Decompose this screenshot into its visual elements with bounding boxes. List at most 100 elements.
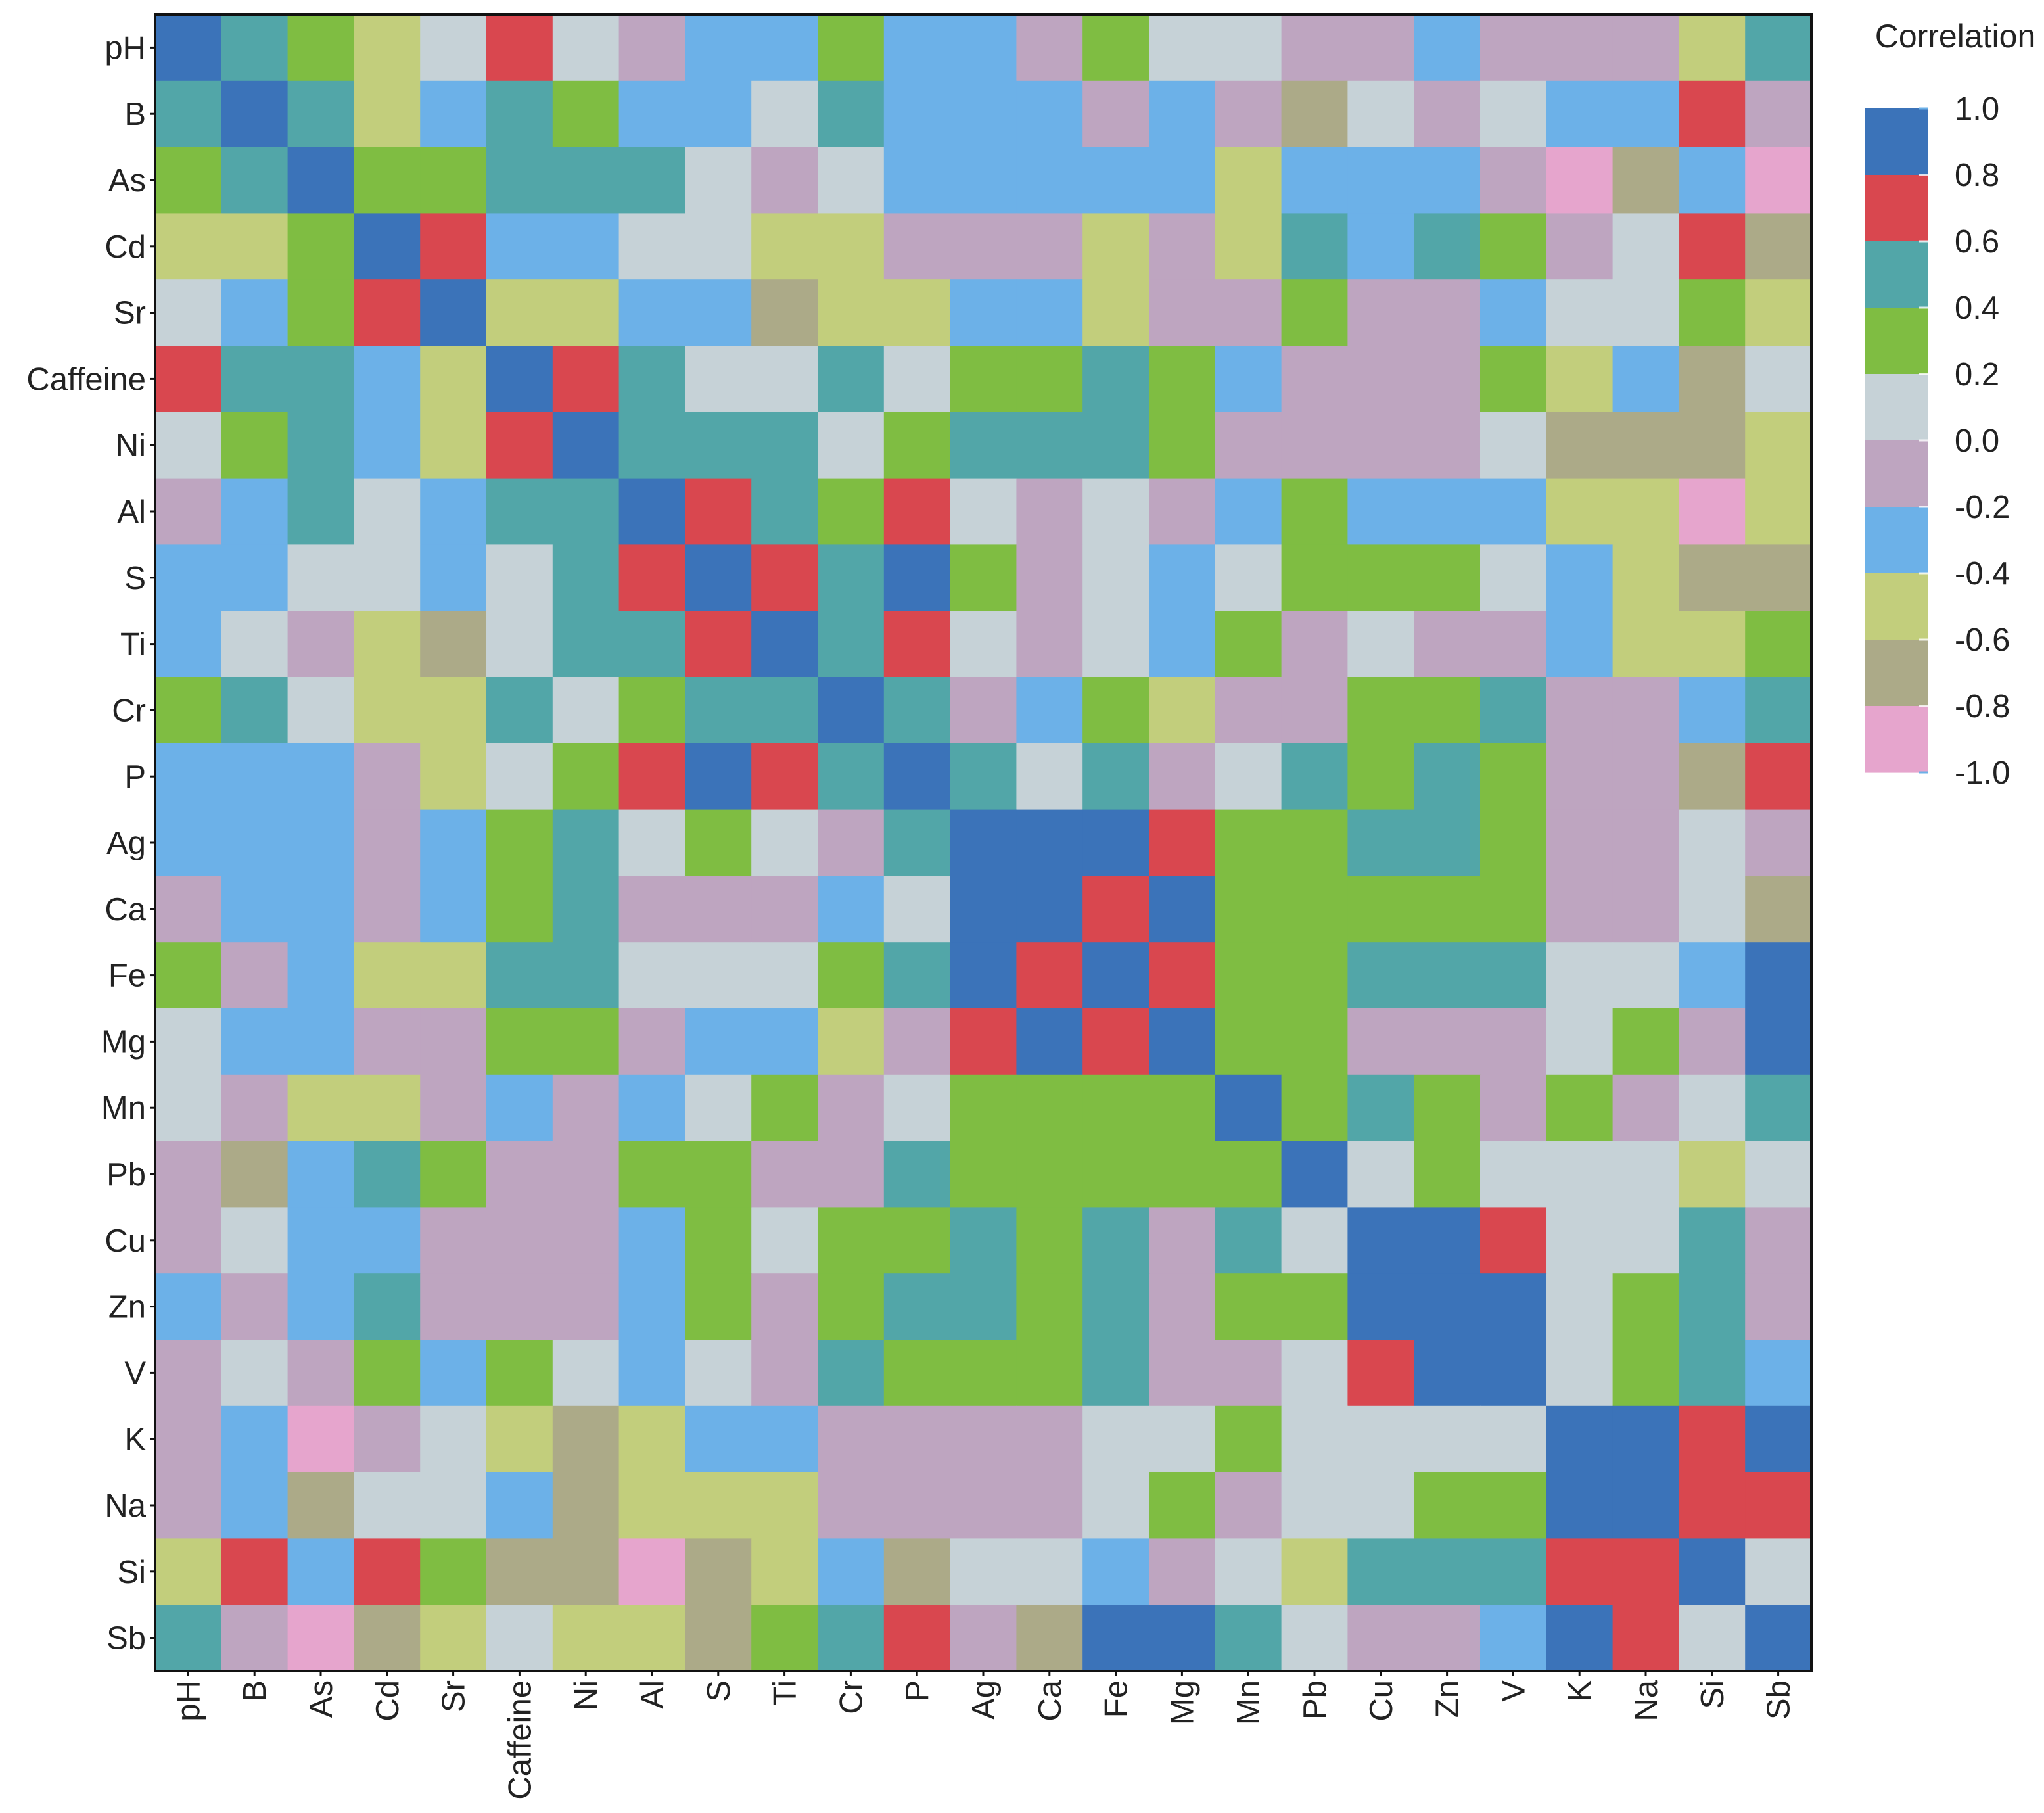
- heatmap-cell-V-Al: [618, 1340, 685, 1407]
- heatmap-cell-Mg-Na: [1612, 1008, 1679, 1075]
- heatmap-cell-Mn-Pb: [1281, 1074, 1348, 1142]
- x-tick-label-P: P: [900, 1680, 935, 1702]
- heatmap-cell-V-Ag: [950, 1340, 1017, 1407]
- colorbar-tick-label: -0.6: [1955, 623, 2010, 658]
- heatmap-cell-Mn-Fe: [1082, 1074, 1150, 1142]
- y-tick-label-P: P: [124, 759, 146, 795]
- heatmap-cell-P-Ag: [950, 743, 1017, 811]
- heatmap-cell-Mn-Zn: [1414, 1074, 1481, 1142]
- heatmap-cell-S-Mn: [1215, 544, 1282, 611]
- heatmap-cell-Ca-P: [883, 876, 951, 943]
- heatmap-cell-Caffeine-Pb: [1281, 346, 1348, 413]
- heatmap-cell-B-K: [1546, 80, 1614, 148]
- heatmap-cell-Ag-Ca: [1016, 809, 1083, 876]
- heatmap-cell-Sb-S: [685, 1605, 752, 1672]
- heatmap-cell-P-K: [1546, 743, 1614, 811]
- heatmap-cell-As-Zn: [1414, 147, 1481, 214]
- heatmap-cell-Fe-Na: [1612, 942, 1679, 1009]
- heatmap-cell-K-As: [287, 1405, 354, 1473]
- heatmap-cell-Mg-Al: [618, 1008, 685, 1075]
- heatmap-cell-Sr-K: [1546, 279, 1614, 346]
- heatmap-cell-Zn-Ag: [950, 1273, 1017, 1340]
- heatmap-cell-Al-Ag: [950, 478, 1017, 545]
- heatmap-cell-S-Ti: [751, 544, 818, 611]
- heatmap-cell-Si-Na: [1612, 1538, 1679, 1605]
- heatmap-cell-P-Fe: [1082, 743, 1150, 811]
- heatmap-cell-Fe-Al: [618, 942, 685, 1009]
- heatmap-cell-Ni-Fe: [1082, 412, 1150, 479]
- heatmap-cell-Fe-Cu: [1347, 942, 1414, 1009]
- heatmap-cell-Mg-Ca: [1016, 1008, 1083, 1075]
- colorbar-bin-6: [1865, 507, 1928, 574]
- heatmap-cell-Sb-Si: [1679, 1605, 1746, 1672]
- heatmap-cell-Na-Caffeine: [486, 1472, 553, 1539]
- heatmap-cell-P-Cd: [354, 743, 421, 811]
- heatmap-cell-Al-Pb: [1281, 478, 1348, 545]
- y-tick-label-Al: Al: [117, 494, 146, 530]
- heatmap-cell-V-Caffeine: [486, 1340, 553, 1407]
- heatmap-cell-Al-Mg: [1149, 478, 1216, 545]
- heatmap-cell-Mn-Mg: [1149, 1074, 1216, 1142]
- heatmap-cell-Cr-Caffeine: [486, 677, 553, 744]
- heatmap-cell-S-K: [1546, 544, 1614, 611]
- heatmap-cell-Mn-Cd: [354, 1074, 421, 1142]
- heatmap-cell-Si-Caffeine: [486, 1538, 553, 1605]
- x-tick-label-Zn: Zn: [1430, 1680, 1466, 1718]
- heatmap-cell-Ti-Cu: [1347, 611, 1414, 678]
- y-tick-label-Cd: Cd: [105, 229, 146, 265]
- x-tick-label-Na: Na: [1629, 1680, 1664, 1721]
- heatmap-cell-Pb-Fe: [1082, 1141, 1150, 1208]
- heatmap-cell-Zn-K: [1546, 1273, 1614, 1340]
- heatmap-cell-Cu-As: [287, 1207, 354, 1274]
- heatmap-cell-Cu-Fe: [1082, 1207, 1150, 1274]
- heatmap-cell-Cr-Ni: [552, 677, 620, 744]
- heatmap-cell-V-Sb: [1745, 1340, 1812, 1407]
- heatmap-cell-K-B: [221, 1405, 289, 1473]
- colorbar-title: Correlation: [1875, 18, 2036, 55]
- x-tick-label-Sr: Sr: [436, 1680, 472, 1712]
- heatmap-cell-Cd-S: [685, 213, 752, 280]
- x-tick-label-Mg: Mg: [1165, 1680, 1200, 1725]
- heatmap-cell-Zn-pH: [155, 1273, 222, 1340]
- heatmap-cell-K-Cu: [1347, 1405, 1414, 1473]
- heatmap-cell-Ca-Sr: [420, 876, 487, 943]
- heatmap-cell-Mg-Cd: [354, 1008, 421, 1075]
- heatmap-cell-B-Zn: [1414, 80, 1481, 148]
- heatmap-cell-Si-Sb: [1745, 1538, 1812, 1605]
- heatmap-cell-Cd-Al: [618, 213, 685, 280]
- heatmap-cell-Fe-Mg: [1149, 942, 1216, 1009]
- heatmap-cell-P-Sr: [420, 743, 487, 811]
- heatmap-cell-pH-Na: [1612, 14, 1679, 82]
- heatmap-cell-Sb-Na: [1612, 1605, 1679, 1672]
- heatmap-cell-Pb-Cr: [818, 1141, 885, 1208]
- heatmap-cell-Mn-pH: [155, 1074, 222, 1142]
- heatmap-cell-Zn-Cd: [354, 1273, 421, 1340]
- heatmap-cell-pH-Al: [618, 14, 685, 82]
- heatmap-cell-Mn-Ag: [950, 1074, 1017, 1142]
- heatmap-cell-Cu-Si: [1679, 1207, 1746, 1274]
- heatmap-cell-Zn-Si: [1679, 1273, 1746, 1340]
- heatmap-cell-Sb-Pb: [1281, 1605, 1348, 1672]
- heatmap-cell-Mn-S: [685, 1074, 752, 1142]
- heatmap-cell-Al-Cd: [354, 478, 421, 545]
- heatmap-cell-Caffeine-Fe: [1082, 346, 1150, 413]
- y-tick-label-Ca: Ca: [105, 892, 146, 928]
- heatmap-cell-Caffeine-Zn: [1414, 346, 1481, 413]
- heatmap-cell-Caffeine-pH: [155, 346, 222, 413]
- heatmap-cell-pH-K: [1546, 14, 1614, 82]
- heatmap-cell-As-Al: [618, 147, 685, 214]
- heatmap-cell-S-Al: [618, 544, 685, 611]
- colorbar: Correlation 1.0 0.8 0.6 0.4 0.2 0.0 -0.2 -0.4 -0…: [1865, 18, 2035, 791]
- heatmap-cell-Al-Cr: [818, 478, 885, 545]
- heatmap-cell-Fe-pH: [155, 942, 222, 1009]
- heatmap-cell-Mg-S: [685, 1008, 752, 1075]
- heatmap-cell-Ni-Cd: [354, 412, 421, 479]
- heatmap-cell-Al-Cu: [1347, 478, 1414, 545]
- heatmap-cell-Si-Cd: [354, 1538, 421, 1605]
- heatmap-cell-V-B: [221, 1340, 289, 1407]
- heatmap-cell-Fe-Fe: [1082, 942, 1150, 1009]
- x-tick-label-Sb: Sb: [1761, 1680, 1797, 1720]
- heatmap-cell-As-pH: [155, 147, 222, 214]
- heatmap-cell-Zn-Sb: [1745, 1273, 1812, 1340]
- heatmap-cell-Si-P: [883, 1538, 951, 1605]
